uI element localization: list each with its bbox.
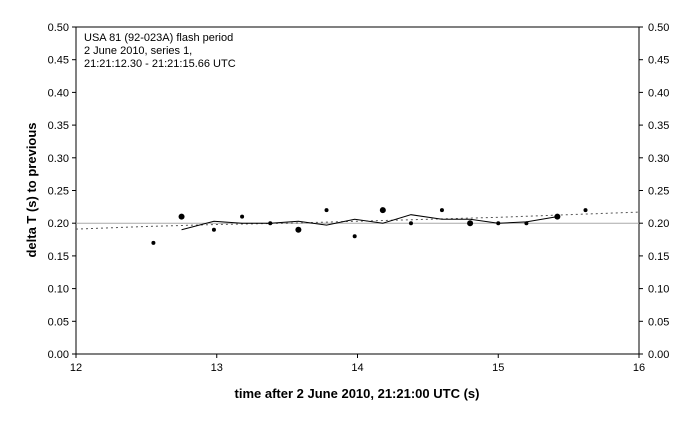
y-tick-label-right: 0.30 [648,153,669,165]
y-tick-label-left: 0.25 [48,186,69,198]
annotation-line-2: 2 June 2010, series 1, [84,45,192,57]
y-tick-label-left: 0.10 [48,284,69,296]
data-points-layer [151,207,588,245]
x-tick-label: 15 [492,362,504,374]
annotation-line-1: USA 81 (92-023A) flash period [84,32,233,44]
y-tick-label-right: 0.40 [648,87,669,99]
y-tick-label-right: 0.00 [648,349,669,361]
data-point [524,221,529,226]
y-tick-label-right: 0.05 [648,316,669,328]
y-tick-label-left: 0.15 [48,251,69,263]
running-mean-layer [181,214,558,231]
data-point [295,226,302,233]
y-tick-label-left: 0.45 [48,55,69,67]
data-point [554,213,561,220]
y-tick-label-left: 0.05 [48,316,69,328]
data-point [467,220,474,227]
y-tick-label-left: 0.20 [48,218,69,230]
y-tick-label-left: 0.40 [48,87,69,99]
data-point [583,208,588,213]
annotation-line-3: 21:21:12.30 - 21:21:15.66 UTC [84,58,236,70]
y-tick-label-right: 0.20 [648,218,669,230]
y-tick-label-left: 0.00 [48,349,69,361]
y-axis-title: delta T (s) to previous [24,122,39,257]
data-point [240,214,245,219]
data-point [379,207,386,214]
y-tick-label-left: 0.30 [48,153,69,165]
data-point [352,234,357,239]
data-point [268,221,273,226]
x-tick-label: 12 [70,362,82,374]
data-point [439,208,444,213]
trend-line [75,211,640,230]
y-tick-label-right: 0.25 [648,186,669,198]
ticks-layer: 0.00 0.00 0.05 0.05 0.10 0.10 0.15 0.15 0.20 0.20… [48,22,670,374]
y-tick-label-right: 0.50 [648,22,669,34]
data-point [324,208,329,213]
y-tick-label-left: 0.35 [48,120,69,132]
y-tick-label-left: 0.50 [48,22,69,34]
x-tick-label: 13 [211,362,223,374]
trend-layer [75,211,640,230]
data-point [211,227,216,232]
y-tick-label-right: 0.45 [648,55,669,67]
plot-frame [75,26,640,355]
x-tick-label: 14 [351,362,363,374]
data-point [151,240,156,245]
running-mean-line [181,214,558,231]
data-point [178,213,185,220]
data-point [408,221,413,226]
y-tick-label-right: 0.15 [648,251,669,263]
x-tick-label: 16 [633,362,645,374]
x-axis-title: time after 2 June 2010, 21:21:00 UTC (s) [235,386,480,401]
data-point [496,221,501,226]
y-tick-label-right: 0.35 [648,120,669,132]
y-tick-label-right: 0.10 [648,284,669,296]
